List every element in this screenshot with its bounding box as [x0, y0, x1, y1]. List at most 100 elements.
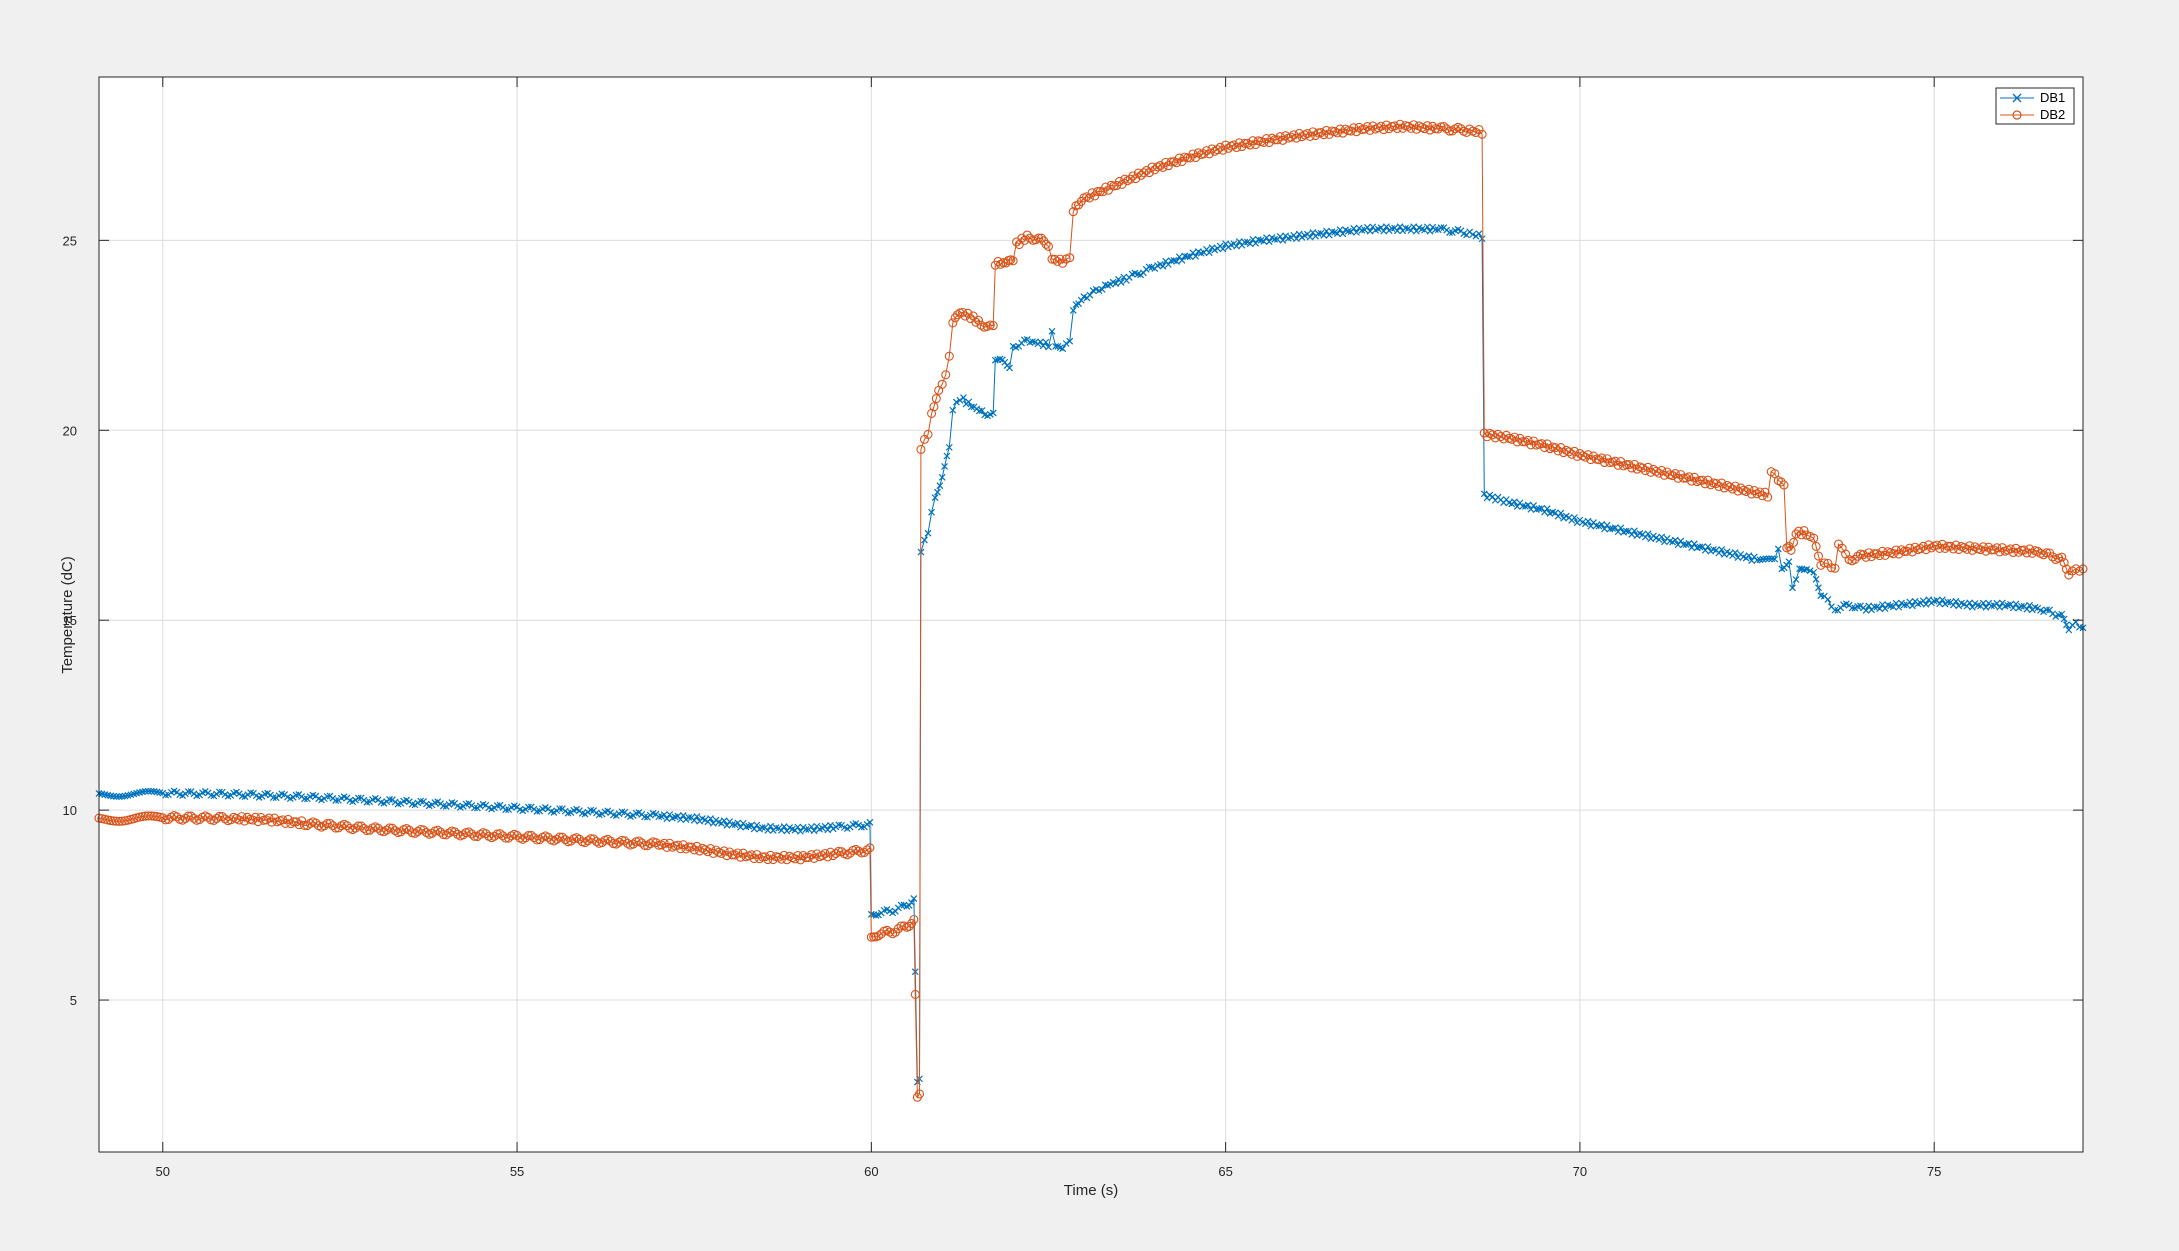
data-point-db1 — [1077, 296, 1085, 304]
data-point-db2 — [220, 814, 230, 824]
data-point-db1 — [1584, 517, 1592, 525]
data-point-db2 — [1272, 135, 1282, 145]
data-point-db1 — [1993, 599, 2001, 607]
data-point-db1 — [1066, 337, 1074, 345]
data-point-db2 — [910, 989, 920, 999]
data-point-db1 — [996, 355, 1004, 363]
data-point-db1 — [524, 803, 532, 811]
data-point-db1 — [1538, 504, 1546, 512]
data-point-db2 — [1791, 529, 1801, 539]
data-point-db1 — [1630, 527, 1638, 535]
data-point-db2 — [1043, 241, 1054, 251]
data-point-db1 — [1718, 546, 1726, 553]
data-point-db1 — [1876, 605, 1884, 613]
data-point-db2 — [492, 829, 502, 839]
data-point-db1 — [2065, 626, 2073, 634]
plot-frame — [98, 76, 2084, 1153]
data-point-db1 — [663, 815, 671, 823]
data-point-db1 — [269, 794, 277, 801]
data-point-db1 — [1164, 261, 1172, 268]
data-point-db1 — [1344, 227, 1352, 235]
data-point-db2 — [941, 370, 951, 380]
data-point-db1 — [1789, 584, 1796, 592]
data-point-db2 — [2059, 558, 2069, 568]
data-point-db2 — [362, 826, 372, 836]
data-point-db1 — [1831, 606, 1839, 614]
y-tick-label: 20 — [63, 423, 77, 438]
data-point-db2 — [1826, 563, 1837, 573]
data-point-db2 — [1286, 132, 1296, 142]
data-point-db1 — [924, 529, 932, 537]
data-point-db2 — [854, 846, 864, 856]
data-point-db1 — [1658, 533, 1666, 541]
data-point-db1 — [728, 821, 736, 828]
data-point-db2 — [1477, 129, 1487, 139]
data-point-db1 — [1771, 555, 1779, 563]
data-point-db1 — [1184, 253, 1191, 260]
data-point-db2 — [1813, 551, 1824, 561]
data-point-db2 — [1975, 545, 1986, 555]
data-point-db2 — [214, 811, 225, 821]
data-point-db2 — [299, 820, 310, 830]
data-point-db1 — [1086, 291, 1094, 299]
data-point-db1 — [1069, 307, 1077, 314]
data-point-db1 — [1410, 223, 1418, 231]
data-point-db1 — [750, 825, 758, 833]
y-tick-label: 10 — [63, 803, 77, 818]
data-point-db1 — [1098, 286, 1106, 293]
data-point-db2 — [146, 811, 156, 821]
data-point-db1 — [934, 488, 941, 496]
data-point-db2 — [1487, 430, 1498, 440]
data-point-db2 — [817, 850, 827, 861]
data-point-db2 — [111, 816, 121, 826]
data-point-db2 — [1240, 138, 1250, 148]
data-point-db1 — [1037, 338, 1044, 346]
data-point-db1 — [556, 805, 563, 813]
data-point-db2 — [1830, 563, 1840, 573]
data-point-db1 — [1480, 490, 1488, 498]
data-point-db1 — [1862, 607, 1870, 614]
data-point-db1 — [1519, 502, 1527, 510]
data-point-db1 — [1117, 278, 1125, 286]
data-point-db1 — [1048, 327, 1056, 335]
y-axis-ticks: 5 10 15 20 25 — [63, 233, 2083, 1008]
data-point-db1 — [1685, 539, 1693, 547]
data-point-db2 — [1811, 541, 1821, 551]
data-point-db1 — [655, 813, 663, 821]
data-point-db1 — [777, 826, 785, 834]
data-point-db1 — [1475, 230, 1483, 238]
data-point-db2 — [654, 840, 664, 850]
data-point-db1 — [1260, 237, 1268, 245]
data-point-db1 — [1815, 584, 1822, 592]
data-point-db1 — [802, 825, 810, 833]
data-point-db1 — [1306, 233, 1314, 241]
data-point-db1 — [1233, 242, 1240, 250]
data-point-db2 — [645, 839, 655, 849]
plot-area — [99, 77, 2083, 1152]
data-point-db2 — [1050, 254, 1060, 264]
data-point-db1 — [965, 398, 973, 406]
data-point-db1 — [1614, 528, 1622, 536]
data-point-db1 — [764, 826, 772, 834]
data-point-db2 — [929, 402, 939, 412]
data-point-db2 — [1569, 446, 1580, 456]
y-axis-label: Temperature (dC) — [59, 556, 76, 674]
data-point-db2 — [1629, 459, 1639, 469]
data-point-db1 — [1628, 531, 1636, 538]
data-point-db1 — [1241, 238, 1249, 246]
data-point-db1 — [1889, 603, 1897, 611]
data-point-db1 — [184, 788, 192, 795]
data-point-db1 — [753, 821, 761, 829]
data-point-db1 — [1812, 575, 1820, 583]
data-point-db2 — [1191, 153, 1201, 163]
data-point-db1 — [978, 407, 986, 414]
data-point-db2 — [2057, 552, 2067, 562]
data-point-db2 — [390, 826, 400, 836]
data-point-db2 — [692, 841, 702, 851]
data-point-db1 — [1437, 224, 1445, 232]
data-point-db1 — [354, 794, 362, 802]
data-point-db1 — [928, 508, 935, 516]
data-point-db2 — [1092, 187, 1103, 197]
data-point-db2 — [948, 318, 958, 328]
data-point-db1 — [1527, 505, 1535, 513]
